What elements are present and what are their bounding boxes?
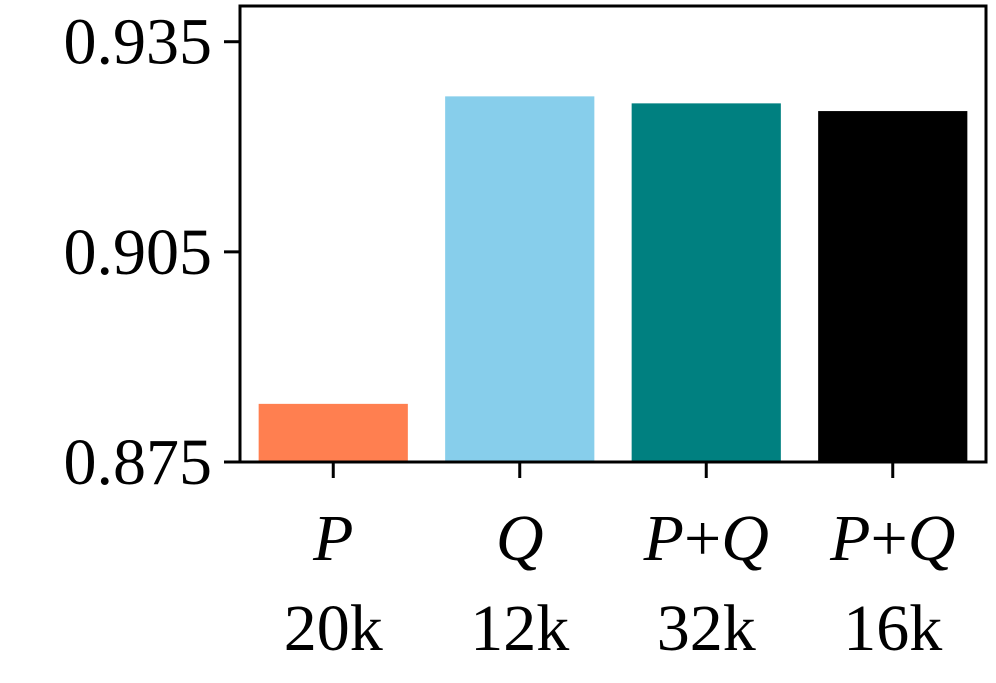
x-category-sublabel: 12k	[470, 592, 569, 665]
x-axis: P 20k Q 12k P+Q 32k P+Q 16k	[284, 462, 955, 665]
bars	[258, 96, 968, 463]
y-axis: 0.875 0.905 0.935	[64, 6, 240, 499]
x-category-label: P	[312, 502, 353, 575]
y-tick-label: 0.875	[64, 426, 213, 499]
x-category-sublabel: 32k	[657, 592, 756, 665]
bar-1	[445, 96, 595, 463]
x-category-sublabel: 16k	[843, 592, 942, 665]
x-category-label: P+Q	[643, 502, 769, 575]
plot-frame	[238, 4, 988, 464]
y-tick-label: 0.905	[64, 216, 213, 289]
x-category-label: P+Q	[829, 502, 955, 575]
bar-0	[258, 403, 408, 462]
x-category-sublabel: 20k	[284, 592, 383, 665]
bar-3	[818, 111, 968, 462]
y-tick-label: 0.935	[64, 6, 213, 79]
x-category-label: Q	[496, 502, 544, 575]
bar-2	[631, 103, 781, 463]
